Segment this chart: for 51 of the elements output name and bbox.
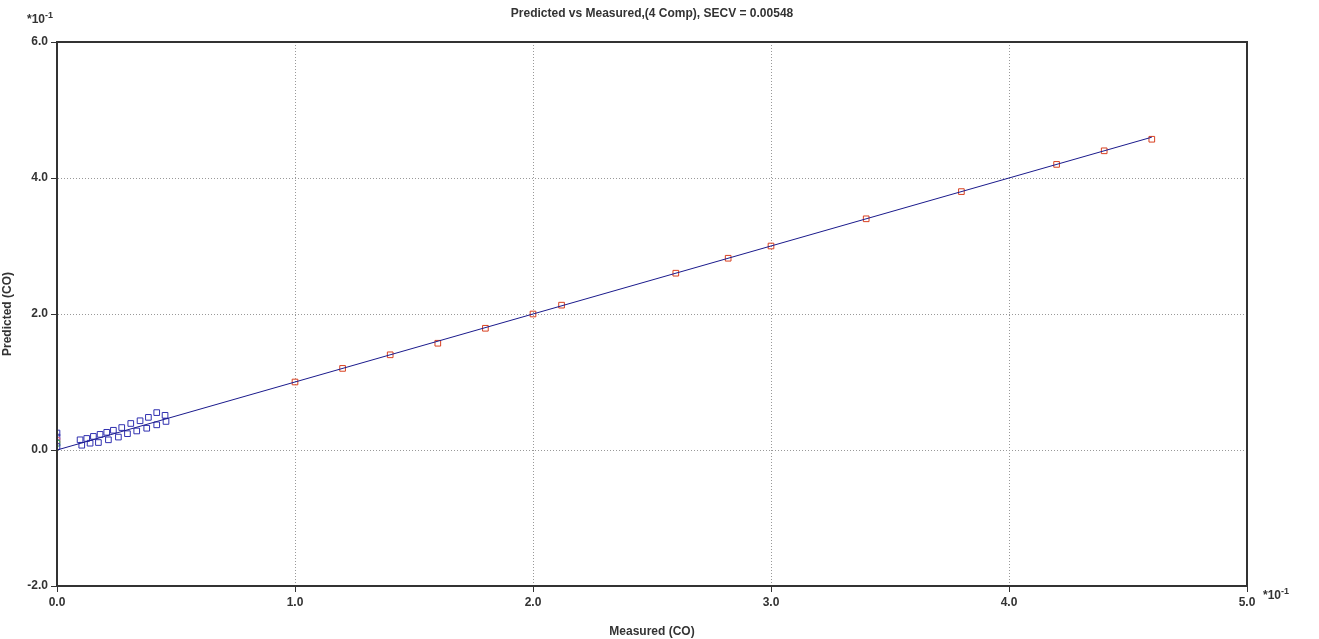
point <box>127 420 135 427</box>
point <box>161 411 169 419</box>
x-tick-label: 3.0 <box>762 594 780 609</box>
point <box>145 414 152 421</box>
point <box>95 439 102 446</box>
point <box>103 428 111 436</box>
point <box>136 417 144 425</box>
point <box>434 339 442 347</box>
point <box>143 424 151 432</box>
point <box>153 409 161 416</box>
point <box>724 254 732 262</box>
y-tick-label: -2.0 <box>27 578 49 593</box>
point <box>96 431 104 438</box>
x-tick-label: 4.0 <box>1000 594 1018 609</box>
x-tick-label: 5.0 <box>1238 594 1256 609</box>
x-tick-label: 0.0 <box>48 594 66 609</box>
point <box>105 436 112 444</box>
point <box>83 435 91 442</box>
point <box>124 430 131 438</box>
x-axis-title: Measured (CO) <box>609 624 695 639</box>
point <box>115 433 122 441</box>
x-tick-label: 1.0 <box>286 594 304 609</box>
point <box>482 324 489 332</box>
point <box>78 441 86 449</box>
point <box>558 301 565 309</box>
y-tick-label: 2.0 <box>31 306 49 321</box>
point <box>1100 147 1108 155</box>
y-tick-label: 0.0 <box>31 442 49 457</box>
point <box>767 242 775 250</box>
point <box>958 188 965 195</box>
point <box>672 269 680 277</box>
y-axis-title: Predicted (CO) <box>0 271 14 357</box>
y-tick-label: 6.0 <box>31 34 49 49</box>
point <box>110 426 117 434</box>
point <box>862 215 870 223</box>
point <box>133 427 141 435</box>
point <box>386 351 394 359</box>
point <box>86 439 94 447</box>
point <box>1053 161 1060 168</box>
point <box>153 421 161 429</box>
point <box>118 424 126 431</box>
chart-title: Predicted vs Measured,(4 Comp), SECV = 0.00548 <box>510 6 794 21</box>
point <box>529 310 537 318</box>
x-tick-label: 2.0 <box>524 594 542 609</box>
y-tick-label: 4.0 <box>31 170 49 185</box>
point <box>90 433 97 440</box>
point <box>162 418 170 425</box>
point <box>76 436 84 444</box>
point <box>291 378 299 386</box>
point <box>1148 135 1156 143</box>
point <box>339 365 346 372</box>
